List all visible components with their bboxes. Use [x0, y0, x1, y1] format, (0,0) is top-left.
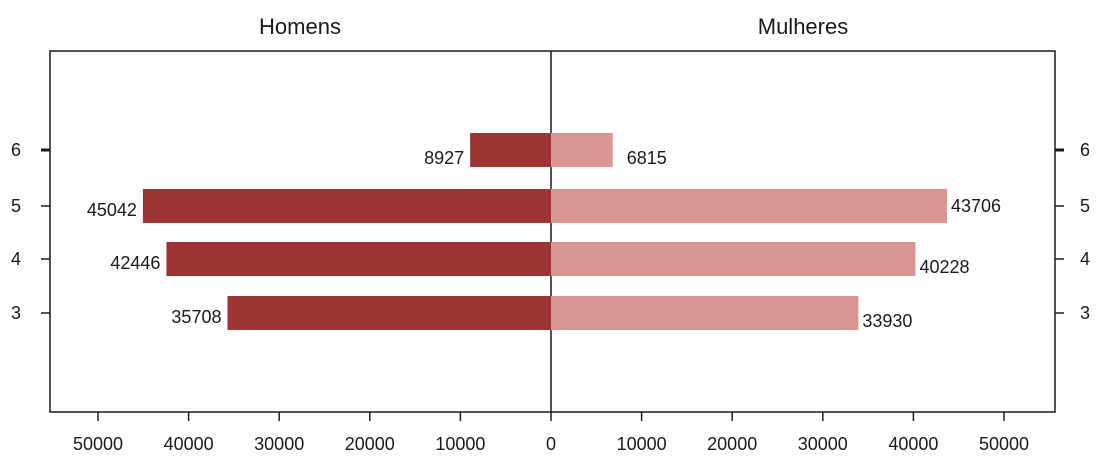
left-panel-title: Homens: [259, 14, 341, 39]
bar-left-4: [166, 242, 551, 276]
bar-left-5: [142, 189, 551, 223]
bar-right-5: [551, 189, 947, 223]
x-tick-label-6: 10000: [617, 434, 667, 454]
left-y-tick-label-3: 3: [11, 303, 21, 323]
bar-right-3: [551, 296, 859, 330]
left-y-tick-label-6: 6: [11, 140, 21, 160]
bar-value-label-right-6: 6815: [627, 148, 667, 168]
right-panel-title: Mulheres: [758, 14, 848, 39]
bar-labels-group: 35708 42446 45042 8927 33930 40228 43706 6815: [87, 148, 1001, 331]
bar-value-label-right-5: 43706: [951, 196, 1001, 216]
right-y-axis: 3 4 5 6: [1055, 140, 1090, 323]
x-axis: 50000 40000 30000 20000 10000 0 10000 20000 3000…: [73, 412, 1029, 454]
bar-left-3: [227, 296, 551, 330]
right-y-tick-label-4: 4: [1080, 249, 1090, 269]
x-tick-label-2: 30000: [254, 434, 304, 454]
left-y-axis: 3 4 5 6: [11, 140, 50, 323]
bar-value-label-right-4: 40228: [919, 257, 969, 277]
bar-value-label-left-6: 8927: [424, 148, 464, 168]
x-tick-label-10: 50000: [979, 434, 1029, 454]
x-tick-label-4: 10000: [435, 434, 485, 454]
x-tick-label-3: 20000: [345, 434, 395, 454]
bar-value-label-left-4: 42446: [110, 253, 160, 273]
bar-value-label-right-3: 33930: [862, 311, 912, 331]
x-tick-label-0: 50000: [73, 434, 123, 454]
bar-value-label-left-3: 35708: [171, 307, 221, 327]
x-tick-label-9: 40000: [888, 434, 938, 454]
x-tick-label-1: 40000: [164, 434, 214, 454]
x-tick-label-7: 20000: [707, 434, 757, 454]
bar-right-6: [551, 133, 613, 167]
left-y-tick-label-4: 4: [11, 249, 21, 269]
right-y-tick-label-6: 6: [1080, 140, 1090, 160]
right-y-tick-label-3: 3: [1080, 303, 1090, 323]
x-tick-label-5: 0: [546, 434, 556, 454]
x-tick-label-8: 30000: [798, 434, 848, 454]
bars-group: [142, 133, 947, 330]
bar-right-4: [551, 242, 916, 276]
plot-frame: [49, 50, 1056, 413]
bar-value-label-left-5: 45042: [87, 200, 137, 220]
bar-left-6: [470, 133, 551, 167]
left-y-tick-label-5: 5: [11, 196, 21, 216]
right-y-tick-label-5: 5: [1080, 196, 1090, 216]
